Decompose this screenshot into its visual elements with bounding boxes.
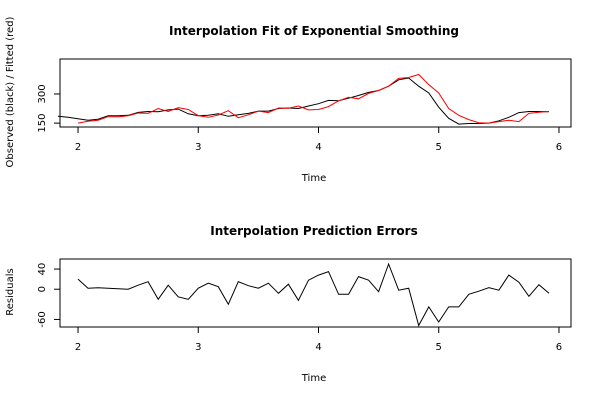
fit-chart-x-tick-label: 4 [315,142,321,153]
errors-chart-x-tick-label: 6 [556,342,562,353]
fit-chart-y-tick-label: 150 [37,114,48,133]
errors-chart-x-tick-label: 2 [75,342,81,353]
errors-chart-xlabel: Time [301,373,326,384]
fit-chart-x-tick-label: 6 [556,142,562,153]
fit-chart-y-axis: 150 300 [37,84,60,133]
fit-chart-plot-frame [59,58,572,128]
fit-chart-title: Interpolation Fit of Exponential Smoothi… [169,24,459,38]
fit-chart-x-axis: 2 3 4 5 6 [75,127,562,153]
errors-chart-ylabel: Residuals [5,268,16,315]
fit-chart-xlabel: Time [301,173,326,184]
errors-chart-series [77,262,550,327]
errors-chart-title: Interpolation Prediction Errors [210,224,417,238]
errors-chart-x-axis: 2 3 4 5 6 [75,327,562,353]
fit-chart-ylabel: Observed (black) / Fitted (red) [5,16,16,167]
errors-chart-y-tick-label: -60 [37,311,48,327]
errors-chart-y-tick-label: 40 [37,263,48,276]
fit-chart-observed-line [57,77,550,125]
fit-chart-x-tick-label: 5 [436,142,442,153]
errors-chart-y-tick-label: 0 [37,286,48,292]
fit-chart-x-tick-label: 2 [75,142,81,153]
errors-chart-plot-frame [59,258,572,328]
errors-chart-x-tick-label: 5 [436,342,442,353]
errors-chart-y-axis: -60 0 40 [37,263,60,328]
fit-chart-x-tick-label: 3 [195,142,201,153]
fit-chart-series [57,73,550,125]
errors-chart-x-tick-label: 4 [315,342,321,353]
errors-chart: Interpolation Prediction Errors Time Res… [5,224,572,384]
fit-chart-y-tick-label: 300 [37,84,48,103]
errors-chart-x-tick-label: 3 [195,342,201,353]
fit-chart-fitted-line [77,73,550,124]
fit-chart: Interpolation Fit of Exponential Smoothi… [5,16,572,184]
errors-chart-residuals-line [77,262,550,327]
